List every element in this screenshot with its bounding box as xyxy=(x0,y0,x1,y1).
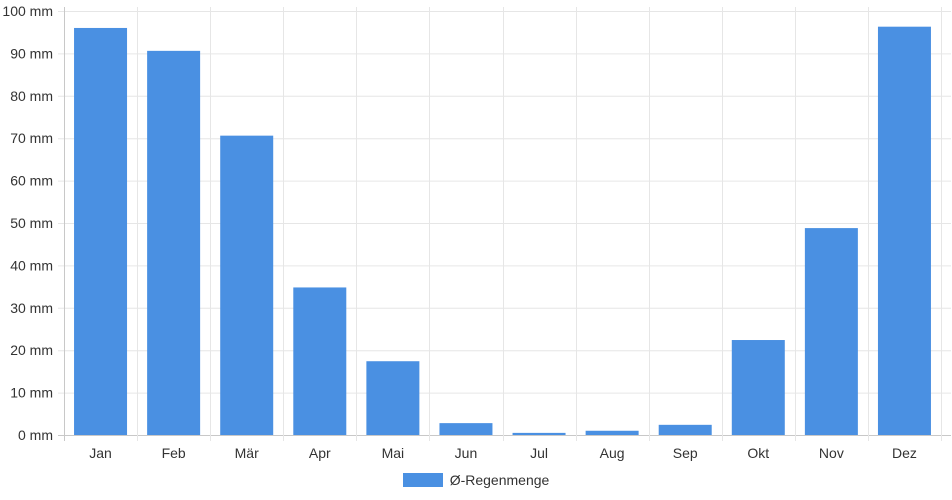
bar-feb[interactable] xyxy=(147,50,201,436)
y-tick-label: 40 mm xyxy=(10,257,53,273)
bar-apr[interactable] xyxy=(293,287,347,435)
bar-sep[interactable] xyxy=(658,424,712,435)
x-tick-label: Nov xyxy=(819,445,844,461)
x-tick-label: Apr xyxy=(309,445,331,461)
bar-aug[interactable] xyxy=(585,430,639,435)
bar-jul[interactable] xyxy=(512,432,566,435)
bar-mär[interactable] xyxy=(220,135,274,435)
bar-jun[interactable] xyxy=(439,423,493,435)
bar-okt[interactable] xyxy=(731,340,785,435)
y-tick-label: 0 mm xyxy=(18,427,53,443)
x-tick-label: Okt xyxy=(747,445,769,461)
y-axis-tick-labels: 0 mm 10 mm 20 mm 30 mm 40 mm 50 mm 60 mm 70 mm 8… xyxy=(2,3,53,443)
legend-label: Ø-Regenmenge xyxy=(449,472,550,488)
y-tick-label: 20 mm xyxy=(10,342,53,358)
legend-swatch xyxy=(402,473,443,487)
grid-lines xyxy=(58,7,951,441)
x-tick-label: Sep xyxy=(673,445,698,461)
y-tick-label: 50 mm xyxy=(10,215,53,231)
y-tick-label: 60 mm xyxy=(10,173,53,189)
x-tick-label: Jan xyxy=(89,445,112,461)
y-tick-label: 70 mm xyxy=(10,130,53,146)
y-tick-label: 100 mm xyxy=(2,3,53,19)
y-tick-label: 30 mm xyxy=(10,300,53,316)
x-axis-tick-labels: Jan Feb Mär Apr Mai Jun Jul Aug Sep Okt Nov Dez xyxy=(89,445,917,461)
x-tick-label: Mär xyxy=(235,445,259,461)
x-tick-label: Jul xyxy=(530,445,548,461)
bar-mai[interactable] xyxy=(366,361,420,435)
x-tick-label: Feb xyxy=(162,445,186,461)
bar-nov[interactable] xyxy=(804,228,858,435)
bar-dez[interactable] xyxy=(877,26,931,436)
x-tick-label: Mai xyxy=(382,445,405,461)
legend[interactable]: Ø-Regenmenge xyxy=(0,472,952,488)
x-tick-label: Jun xyxy=(455,445,478,461)
bars xyxy=(74,26,931,436)
x-tick-label: Aug xyxy=(600,445,625,461)
y-tick-label: 90 mm xyxy=(10,45,53,61)
bar-jan[interactable] xyxy=(74,27,128,436)
rainfall-bar-chart: 0 mm 10 mm 20 mm 30 mm 40 mm 50 mm 60 mm 70 mm 8… xyxy=(2,3,951,461)
y-tick-label: 10 mm xyxy=(10,385,53,401)
y-tick-label: 80 mm xyxy=(10,88,53,104)
x-tick-label: Dez xyxy=(892,445,917,461)
